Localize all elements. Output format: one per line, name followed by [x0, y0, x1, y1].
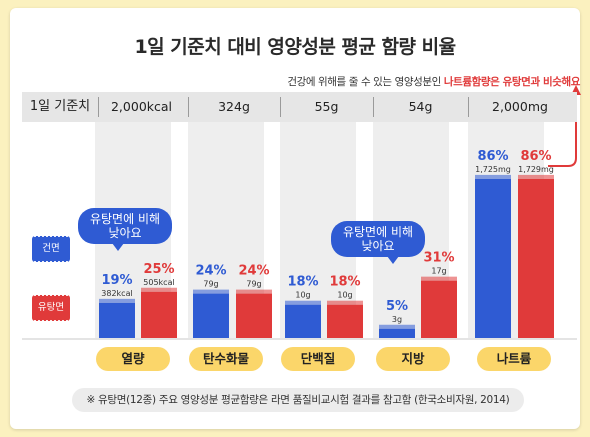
category-label-protein: 단백질	[281, 347, 355, 371]
bar-dry-protein	[285, 304, 321, 338]
value-label-fried-carbs: 24%	[238, 264, 269, 279]
category-label-calories: 열량	[96, 347, 170, 371]
value-label-dry-protein: 18%	[287, 275, 318, 290]
bar-cap-dry-fat	[379, 324, 415, 329]
amount-label-dry-sodium: 1,725mg	[475, 165, 511, 174]
bar-cap-dry-sodium	[475, 174, 511, 179]
legend-item-dry-noodle: 건면	[30, 232, 72, 266]
legend-item-fried-noodle: 유탕면	[30, 291, 72, 325]
callout-line: 유탕면에 비해	[89, 212, 161, 226]
amount-label-dry-carbs: 79g	[203, 280, 218, 289]
bar-fried-fat	[421, 280, 457, 338]
bar-dry-calories	[99, 302, 135, 338]
chart-baseline	[22, 338, 577, 340]
callout-line: 낮아요	[361, 239, 395, 253]
value-label-fried-sodium: 86%	[520, 149, 551, 164]
bar-cap-fried-sodium	[518, 174, 554, 179]
reference-label: 1일 기준치	[29, 99, 91, 114]
value-label-fried-fat: 31%	[423, 251, 454, 266]
bar-cap-dry-calories	[99, 298, 135, 303]
value-label-fried-protein: 18%	[329, 275, 360, 290]
bar-fried-protein	[327, 304, 363, 338]
value-label-dry-calories: 19%	[101, 273, 132, 288]
bar-cap-fried-carbs	[236, 289, 272, 294]
amount-label-dry-fat: 3g	[392, 315, 402, 324]
bar-fried-carbs	[236, 293, 272, 338]
value-label-dry-sodium: 86%	[477, 149, 508, 164]
footnote: ※ 유탕면(12종) 주요 영양성분 평균함량은 라면 품질비교시험 결과를 참…	[72, 388, 524, 412]
bar-cap-dry-protein	[285, 300, 321, 305]
amount-label-fried-sodium: 1,729mg	[518, 165, 554, 174]
amount-label-fried-protein: 10g	[337, 291, 352, 300]
bar-cap-fried-protein	[327, 300, 363, 305]
reference-value-carbs: 324g	[218, 99, 250, 114]
category-label-sodium: 나트륨	[477, 347, 551, 371]
reference-row	[22, 92, 577, 122]
callout-bubble-fat: 유탕면에 비해 낮아요	[331, 221, 425, 264]
amount-label-fried-carbs: 79g	[246, 280, 261, 289]
reference-divider	[280, 97, 281, 117]
subtitle-prefix: 건강에 위해를 줄 수 있는 영양성분인	[287, 76, 444, 88]
category-label-carbs: 탄수화물	[189, 347, 263, 371]
bar-cap-fried-calories	[141, 287, 177, 292]
reference-value-fat: 54g	[408, 99, 433, 114]
bar-dry-sodium	[475, 178, 511, 338]
reference-value-protein: 55g	[314, 99, 339, 114]
amount-label-dry-protein: 10g	[295, 291, 310, 300]
callout-bubble-calories: 유탕면에 비해 낮아요	[78, 208, 172, 251]
amount-label-fried-calories: 505kcal	[143, 278, 174, 287]
callout-line: 낮아요	[108, 226, 142, 240]
chart-subtitle: 건강에 위해를 줄 수 있는 영양성분인 나트륨함량은 유탕면과 비슷해요	[200, 74, 580, 89]
reference-divider	[468, 97, 469, 117]
bar-fried-sodium	[518, 178, 554, 338]
bar-fried-calories	[141, 291, 177, 338]
value-label-dry-carbs: 24%	[195, 264, 226, 279]
value-label-fried-calories: 25%	[143, 262, 174, 277]
bar-dry-fat	[379, 328, 415, 338]
amount-label-dry-calories: 382kcal	[101, 289, 132, 298]
value-label-dry-fat: 5%	[386, 299, 408, 314]
bar-dry-carbs	[193, 293, 229, 338]
reference-divider	[98, 97, 99, 117]
callout-line: 유탕면에 비해	[342, 225, 414, 239]
amount-label-fried-fat: 17g	[431, 267, 446, 276]
reference-divider	[373, 97, 374, 117]
bar-cap-fried-fat	[421, 276, 457, 281]
category-label-fat: 지방	[376, 347, 450, 371]
chart-title: 1일 기준치 대비 영양성분 평균 함량 비율	[134, 36, 456, 58]
reference-value-calories: 2,000kcal	[110, 99, 173, 114]
reference-value-sodium: 2,000mg	[492, 99, 548, 114]
bar-cap-dry-carbs	[193, 289, 229, 294]
subtitle-highlight: 나트륨함량은 유탕면과 비슷해요	[443, 76, 581, 88]
reference-divider	[188, 97, 189, 117]
